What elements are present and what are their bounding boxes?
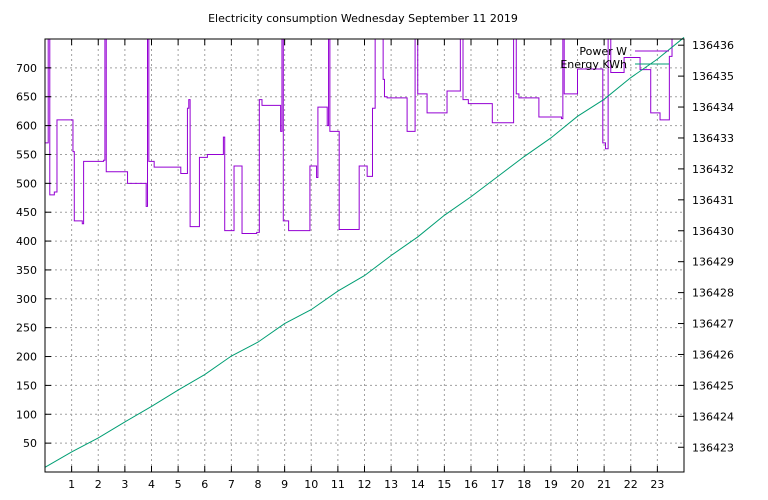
x-tick-label: 3 (121, 478, 128, 491)
y-right-tick-label: 136425 (692, 379, 734, 392)
y-right-tick-label: 136430 (692, 225, 734, 238)
x-tick-label: 14 (411, 478, 425, 491)
y-left-tick-label: 400 (16, 235, 37, 248)
y-right-tick-label: 136426 (692, 348, 734, 361)
x-tick-label: 10 (304, 478, 318, 491)
y-right-axis-ticks: 136423 136424 136425 136426 136427 136428 1364… (678, 39, 734, 454)
y-right-tick-label: 136435 (692, 70, 734, 83)
x-tick-label: 20 (571, 478, 585, 491)
y-left-tick-label: 500 (16, 177, 37, 190)
x-tick-label: 1 (68, 478, 75, 491)
series-line-energy (44, 37, 685, 468)
x-tick-label: 11 (331, 478, 345, 491)
y-right-tick-label: 136423 (692, 441, 734, 454)
legend: Power W Energy KWh (560, 45, 669, 71)
y-left-tick-label: 650 (16, 91, 37, 104)
y-left-axis-ticks: 50 100 150 200 250 300 350 400 450 500 550 600 650 70… (16, 62, 51, 450)
x-axis-ticks: 1 2 3 4 5 6 7 8 9 10 11 12 13 14 15 16 17 18 19 20 21 22 23 (68, 39, 664, 491)
y-right-tick-label: 136429 (692, 256, 734, 269)
x-tick-label: 2 (95, 478, 102, 491)
x-tick-label: 4 (148, 478, 155, 491)
y-right-tick-label: 136432 (692, 163, 734, 176)
x-tick-label: 23 (650, 478, 664, 491)
x-tick-label: 21 (597, 478, 611, 491)
y-right-tick-label: 136434 (692, 101, 734, 114)
y-left-tick-label: 600 (16, 120, 37, 133)
y-left-tick-label: 250 (16, 322, 37, 335)
y-right-tick-label: 136431 (692, 194, 734, 207)
y-left-tick-label: 450 (16, 206, 37, 219)
x-tick-label: 17 (491, 478, 505, 491)
series-layer (44, 37, 685, 468)
x-tick-label: 7 (228, 478, 235, 491)
x-tick-label: 15 (437, 478, 451, 491)
y-left-tick-label: 700 (16, 62, 37, 75)
x-tick-label: 8 (255, 478, 262, 491)
y-right-tick-label: 136424 (692, 410, 734, 423)
legend-label-energy: Energy KWh (560, 58, 627, 71)
x-tick-label: 5 (175, 478, 182, 491)
y-right-tick-label: 136436 (692, 39, 734, 52)
y-left-tick-label: 300 (16, 293, 37, 306)
x-tick-label: 22 (624, 478, 638, 491)
y-right-tick-label: 136428 (692, 287, 734, 300)
y-left-tick-label: 50 (23, 437, 37, 450)
chart-title: Electricity consumption Wednesday Septem… (208, 12, 518, 25)
y-left-tick-label: 350 (16, 264, 37, 277)
y-left-tick-label: 150 (16, 379, 37, 392)
grid-lines (45, 39, 684, 472)
x-tick-label: 12 (358, 478, 372, 491)
y-left-tick-label: 200 (16, 351, 37, 364)
x-tick-label: 16 (464, 478, 478, 491)
y-left-tick-label: 550 (16, 148, 37, 161)
y-right-tick-label: 136433 (692, 132, 734, 145)
x-tick-label: 18 (517, 478, 531, 491)
x-tick-label: 13 (384, 478, 398, 491)
y-right-tick-label: 136427 (692, 318, 734, 331)
x-tick-label: 9 (281, 478, 288, 491)
y-left-tick-label: 100 (16, 408, 37, 421)
x-tick-label: 6 (201, 478, 208, 491)
legend-label-power: Power W (579, 45, 627, 58)
x-tick-label: 19 (544, 478, 558, 491)
